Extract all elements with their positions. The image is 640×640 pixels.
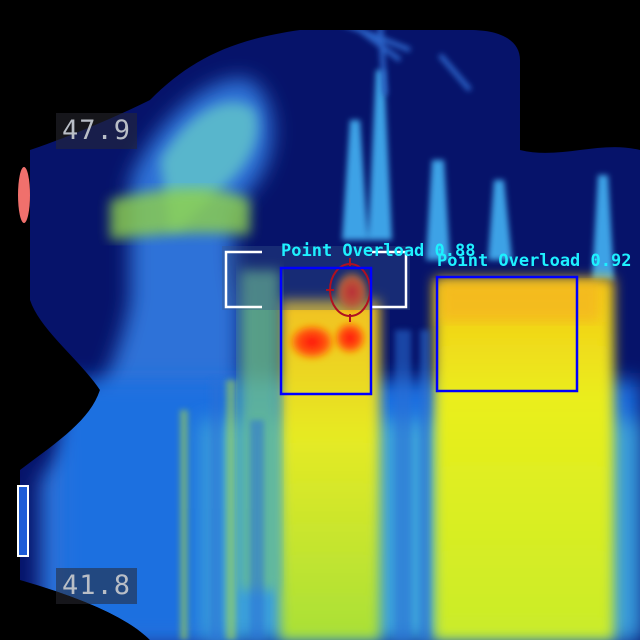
detection-box-1 (279, 266, 373, 396)
scale-bar-icon (17, 485, 29, 557)
detection-label-1: Point Overload 0.88 (281, 241, 476, 261)
detection-box-2 (435, 275, 579, 393)
max-temperature-readout: 47.9 (56, 113, 138, 149)
detection-label-2: Point Overload 0.92 (437, 251, 632, 271)
min-temperature-readout: 41.8 (56, 568, 138, 604)
crosshair-bracket-icon (222, 246, 410, 310)
edge-hotspot (18, 167, 30, 223)
